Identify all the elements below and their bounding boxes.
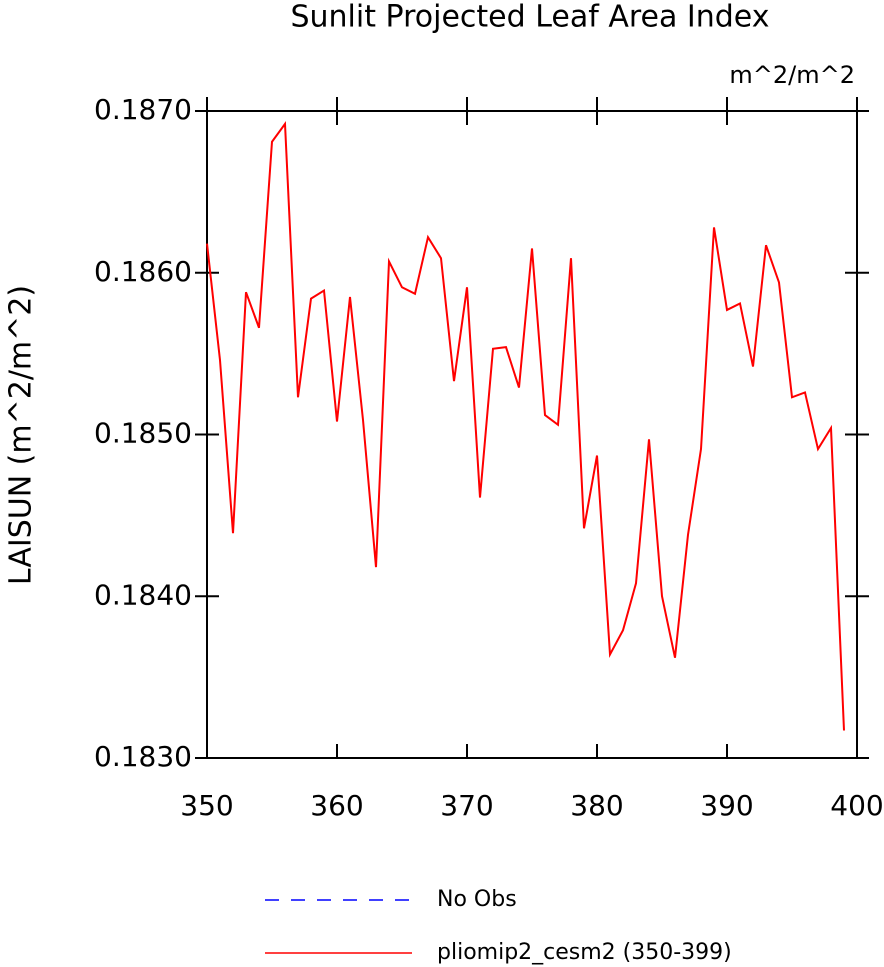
- data-line: [206, 121, 845, 731]
- x-tick-label: 400: [830, 789, 883, 822]
- y-axis-label: LAISUN (m^2/m^2): [4, 285, 39, 585]
- x-tick-label: 390: [700, 789, 753, 822]
- x-tick-label: 380: [570, 789, 623, 822]
- y-tick-label: 0.1830: [94, 740, 192, 773]
- y-tick-label: 0.1850: [94, 417, 192, 450]
- x-tick-label: 360: [310, 789, 363, 822]
- legend-label: No Obs: [437, 887, 517, 912]
- y-tick-label: 0.1840: [94, 578, 192, 611]
- legend-label: pliomip2_cesm2 (350-399): [437, 940, 732, 965]
- units-label: m^2/m^2: [729, 61, 855, 89]
- x-tick-label: 350: [180, 789, 233, 822]
- plot-frame: [206, 110, 858, 759]
- y-tick-label: 0.1860: [94, 255, 192, 288]
- y-tick-label: 0.1870: [94, 93, 192, 126]
- x-tick-label: 370: [440, 789, 493, 822]
- chart-title: Sunlit Projected Leaf Area Index: [290, 0, 769, 35]
